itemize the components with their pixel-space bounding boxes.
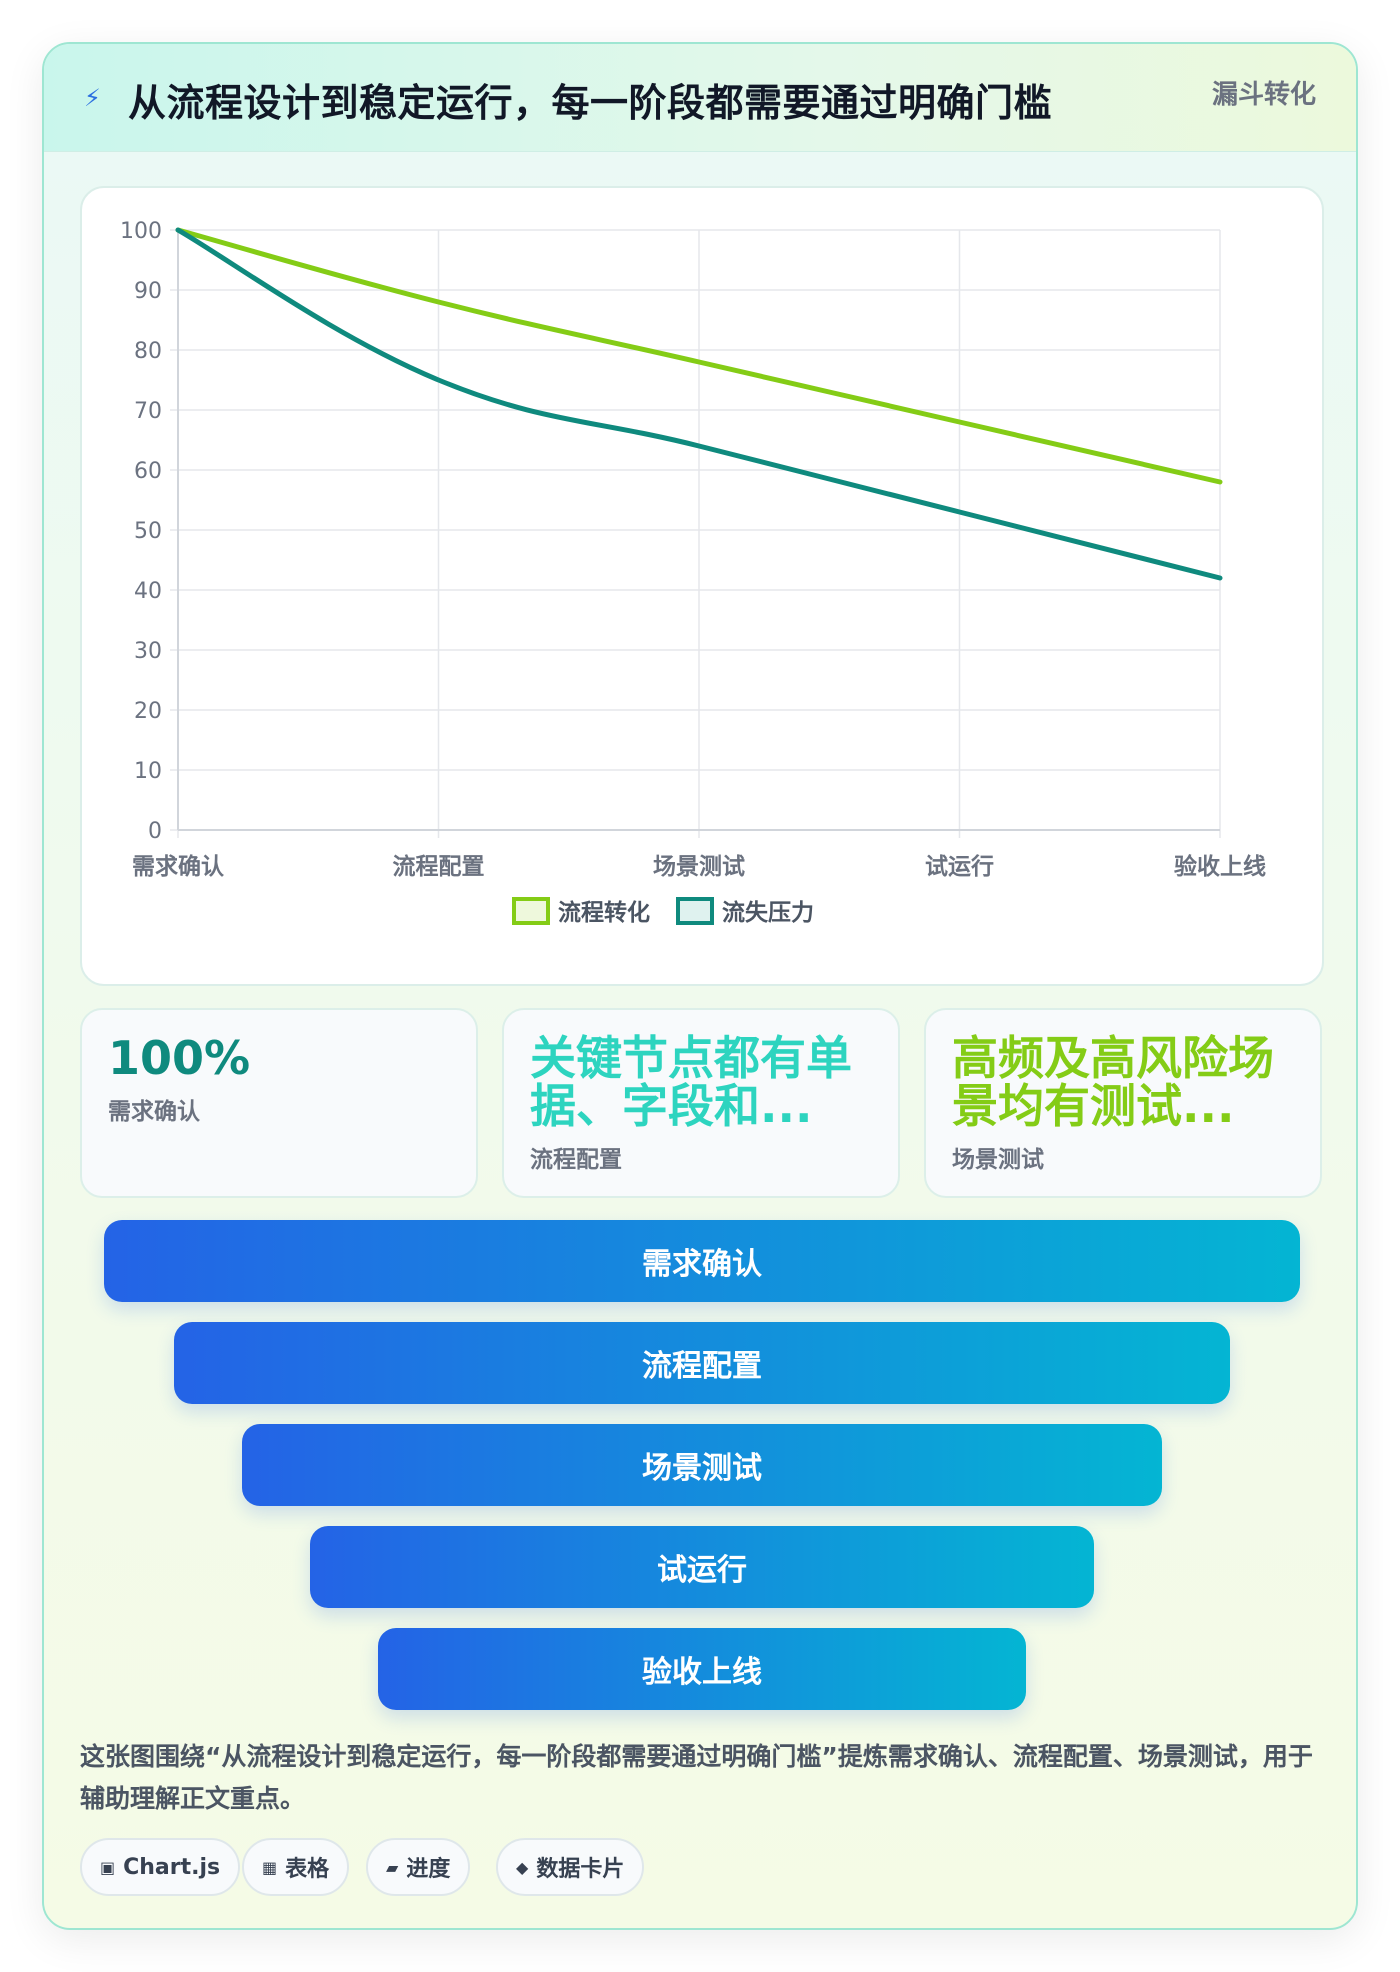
y-tick-label: 100 bbox=[120, 219, 162, 244]
y-tick-label: 70 bbox=[134, 399, 162, 424]
stat-card-3: 高频及高风险场景均有测试... 场景测试 bbox=[924, 1008, 1322, 1198]
stat-card-2: 关键节点都有单据、字段和... 流程配置 bbox=[502, 1008, 900, 1198]
chart-panel: 0 10 20 30 40 50 60 70 80 90 100 需求确认 流程配置 场景测试 试运行 验收上… bbox=[80, 186, 1324, 986]
progress-icon: ▰ bbox=[386, 1857, 399, 1877]
y-tick-label: 20 bbox=[134, 699, 162, 724]
page-title: 从流程设计到稳定运行，每一阶段都需要通过明确门槛 bbox=[128, 81, 1053, 125]
stat-card-1: 100% 需求确认 bbox=[80, 1008, 478, 1198]
diamond-icon: ◆ bbox=[516, 1857, 529, 1877]
y-tick-label: 80 bbox=[134, 339, 162, 364]
pill-table[interactable]: ▦ 表格 bbox=[242, 1838, 350, 1896]
report-card: ⚡ 从流程设计到稳定运行，每一阶段都需要通过明确门槛 漏斗转化 0 10 20 30 4… bbox=[42, 42, 1358, 1930]
x-tick-label: 试运行 bbox=[925, 853, 994, 880]
funnel-stage-5: 验收上线 bbox=[378, 1628, 1026, 1710]
legend-label: 流失压力 bbox=[722, 899, 814, 926]
line-chart: 0 10 20 30 40 50 60 70 80 90 100 需求确认 流程配置 场景测试 试运行 验收上… bbox=[120, 219, 1266, 926]
funnel-stage-2: 流程配置 bbox=[174, 1322, 1230, 1404]
stat-label: 流程配置 bbox=[530, 1147, 622, 1173]
stat-value: 关键节点都有单据、字段和... bbox=[530, 1034, 852, 1130]
x-tick-label: 场景测试 bbox=[653, 854, 745, 880]
y-tick-label: 10 bbox=[134, 759, 162, 784]
x-tick-label: 需求确认 bbox=[132, 854, 224, 880]
pill-label: 进度 bbox=[406, 1857, 451, 1882]
funnel-stage-4: 试运行 bbox=[310, 1526, 1094, 1608]
series-line-2 bbox=[175, 227, 1223, 581]
legend-swatch bbox=[676, 897, 714, 925]
pill-progress[interactable]: ▰ 进度 bbox=[366, 1838, 471, 1896]
legend-label: 流程转化 bbox=[558, 899, 650, 926]
chart-type-tag: 漏斗转化 bbox=[1211, 80, 1316, 110]
pill-data-card[interactable]: ◆ 数据卡片 bbox=[496, 1838, 645, 1896]
pill-label: 表格 bbox=[285, 1857, 330, 1882]
funnel-stage-3: 场景测试 bbox=[242, 1424, 1162, 1506]
stat-value: 100% bbox=[108, 1034, 251, 1082]
card-header: ⚡ 从流程设计到稳定运行，每一阶段都需要通过明确门槛 漏斗转化 bbox=[44, 44, 1356, 152]
y-tick-label: 30 bbox=[134, 639, 162, 664]
y-tick-label: 40 bbox=[134, 579, 162, 604]
funnel-stage-1: 需求确认 bbox=[104, 1220, 1300, 1302]
y-tick-label: 90 bbox=[134, 279, 162, 304]
chart-icon: ▣ bbox=[100, 1857, 116, 1877]
y-tick-label: 0 bbox=[148, 819, 162, 844]
lightning-icon: ⚡ bbox=[84, 84, 101, 112]
x-tick-label: 验收上线 bbox=[1174, 853, 1266, 880]
legend-swatch bbox=[512, 897, 550, 925]
pill-chartjs[interactable]: ▣ Chart.js bbox=[80, 1838, 241, 1896]
pill-label: 数据卡片 bbox=[536, 1857, 625, 1882]
series-line-1 bbox=[175, 227, 1223, 485]
y-tick-label: 60 bbox=[134, 459, 162, 484]
stat-label: 需求确认 bbox=[108, 1099, 200, 1125]
table-icon: ▦ bbox=[262, 1857, 278, 1877]
stat-value: 高频及高风险场景均有测试... bbox=[952, 1034, 1274, 1130]
x-tick-label: 流程配置 bbox=[393, 853, 485, 880]
chart-description: 这张图围绕“从流程设计到稳定运行，每一阶段都需要通过明确门槛”提炼需求确认、流程… bbox=[80, 1742, 1313, 1813]
pill-label: Chart.js bbox=[123, 1854, 221, 1880]
y-tick-label: 50 bbox=[134, 519, 162, 544]
stat-label: 场景测试 bbox=[952, 1147, 1044, 1173]
